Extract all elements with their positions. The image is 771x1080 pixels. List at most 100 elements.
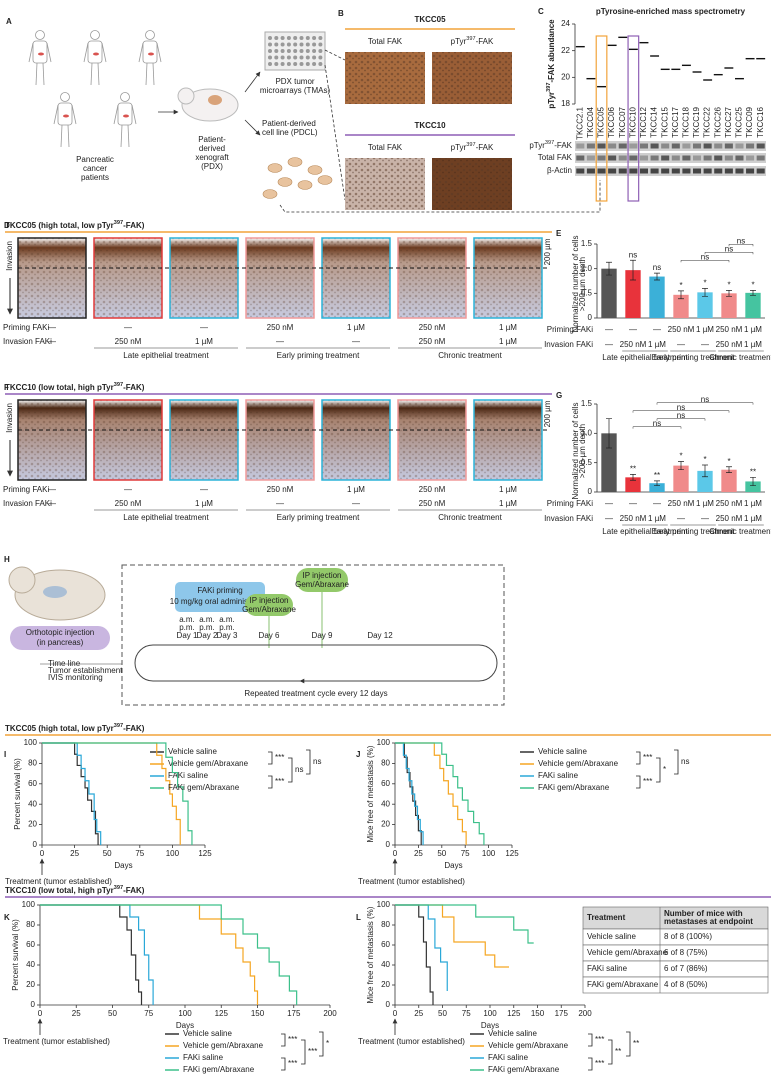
tma-core: [268, 62, 272, 66]
significance-label: *: [727, 280, 730, 289]
x-axis-label: Days: [114, 861, 132, 870]
significance-label: *: [727, 457, 730, 466]
tma-core: [318, 55, 323, 60]
y-tick-label: 60: [26, 940, 35, 949]
x-tick-label: 50: [437, 849, 446, 858]
blot-band: [608, 155, 617, 161]
blot-band: [724, 168, 733, 174]
stat-bracket: [268, 751, 273, 765]
significance-label: *: [679, 281, 682, 290]
significance-label: *: [751, 280, 754, 289]
person-icon: [90, 62, 93, 86]
section-title-part: TKCC10 (low total, high pTyr: [5, 886, 114, 895]
label: 250 nM: [267, 323, 294, 332]
label: 1 µM: [648, 340, 666, 349]
legend-label: FAKi saline: [168, 771, 209, 780]
tma-core: [318, 62, 323, 66]
y-tick-label: 100: [377, 900, 391, 909]
x-tick-label: TKCC05: [597, 106, 606, 137]
blot-band: [597, 143, 606, 149]
legend-label: FAKi gem/Abraxane: [168, 783, 240, 792]
blot-band: [714, 143, 723, 149]
micrograph: [345, 158, 425, 210]
y-tick-label: 20: [381, 820, 390, 829]
blot-band: [650, 168, 659, 174]
panel-letter: E: [556, 229, 562, 238]
label: —: [605, 514, 613, 523]
table-cell: 4 of 8 (50%): [664, 980, 708, 989]
stat-label: ***: [275, 777, 284, 786]
legend-label: Vehicle saline: [538, 747, 587, 756]
survival-curve: [395, 742, 424, 845]
x-tick-label: TKCC26: [713, 106, 722, 137]
label: Chronic treatment: [709, 353, 771, 362]
y-tick-label: 40: [26, 960, 35, 969]
table-header-cell: Treatment: [587, 913, 626, 922]
blot-band: [661, 143, 670, 149]
person-icon: [113, 104, 119, 125]
tma-core: [293, 36, 298, 40]
tma-core: [286, 55, 291, 60]
tma-core: [268, 42, 272, 47]
label: —: [653, 325, 661, 334]
micrograph-border: [245, 399, 315, 481]
label: Early priming treatment: [277, 351, 360, 360]
x-tick-label: TKCC25: [735, 106, 744, 137]
bar: [673, 465, 689, 492]
label: —: [48, 499, 56, 508]
label: FAKi priming: [197, 586, 242, 595]
label: IVIS monitoring: [48, 673, 103, 682]
label: —: [200, 485, 208, 494]
label: —: [605, 499, 613, 508]
tma-core: [293, 62, 298, 66]
label: Invasion: [5, 241, 14, 271]
micrograph-border: [93, 237, 163, 319]
survival-curve: [42, 742, 193, 845]
x-tick-label: TKCC15: [660, 106, 669, 137]
cell-icon: [317, 175, 333, 185]
label: Early priming treatment: [277, 513, 360, 522]
error-bar: [606, 418, 612, 449]
bracket-label: ns: [701, 395, 709, 404]
blot-band: [714, 155, 723, 161]
legend-label: Vehicle gem/Abraxane: [183, 1041, 264, 1050]
table-header-cell: metastases at endpoint: [664, 917, 753, 926]
stat-label: ***: [595, 1035, 604, 1044]
stat-bracket: [301, 1039, 306, 1065]
blot-band: [576, 155, 585, 161]
label: Invasion: [5, 403, 14, 433]
cycle: [134, 644, 498, 682]
label: —: [352, 337, 360, 346]
micrograph-border: [473, 399, 543, 481]
micrograph: [345, 52, 425, 104]
tma-core: [280, 49, 285, 53]
x-tick-label: 200: [578, 1009, 592, 1018]
y-tick-label: 80: [381, 920, 390, 929]
label: Early priming treatment: [652, 527, 735, 536]
stat-bracket: [288, 757, 293, 783]
y-tick-label: 20: [381, 980, 390, 989]
label: 1 µM: [347, 323, 365, 332]
y-tick-label: 0: [386, 1000, 391, 1009]
y-axis-label-part: pTyr: [547, 92, 556, 109]
label: —: [701, 340, 709, 349]
legend-label: FAKi saline: [538, 771, 579, 780]
blot-band: [746, 143, 755, 149]
label: 250 nM: [419, 337, 446, 346]
frame: [121, 564, 505, 706]
y-tick-label: 20: [26, 980, 35, 989]
label: Late epithelial treatment: [123, 513, 209, 522]
label: Gem/Abraxane: [242, 605, 296, 614]
label: 1 µM: [648, 514, 666, 523]
micrograph-border: [397, 237, 467, 319]
y-tick-label: 0.5: [581, 458, 593, 467]
bar: [721, 293, 737, 318]
blot-band: [756, 143, 765, 149]
error-bar: [750, 290, 756, 296]
blot-label: β-Actin: [547, 166, 572, 175]
label: —: [200, 323, 208, 332]
section-title: TKCC05 (high total, low pTyr397-FAK): [5, 220, 145, 230]
y-tick-label: 100: [377, 738, 391, 747]
stat-label: ns: [295, 765, 303, 774]
tma-core: [305, 36, 310, 40]
